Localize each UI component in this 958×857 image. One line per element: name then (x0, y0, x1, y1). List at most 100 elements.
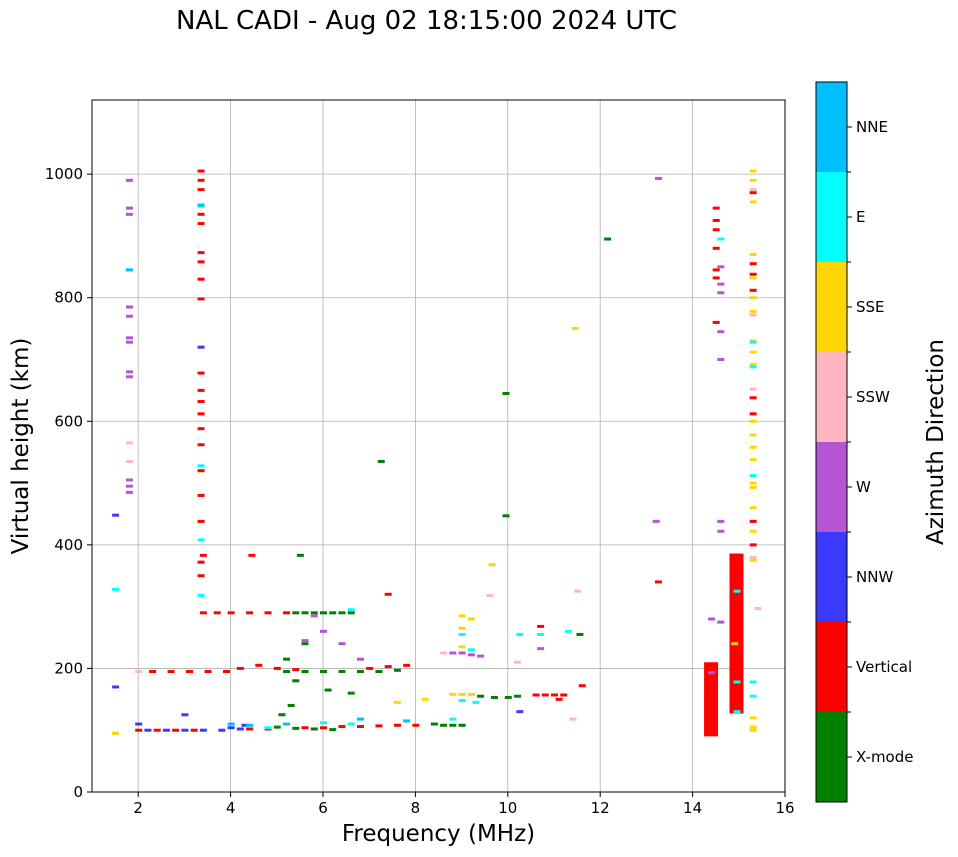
data-point (477, 654, 485, 658)
colorbar-segment (816, 352, 847, 442)
x-tick-label: 6 (318, 799, 328, 817)
data-point (749, 262, 757, 266)
data-point (227, 611, 235, 615)
data-point (197, 519, 205, 523)
data-point (310, 611, 318, 615)
data-point (749, 188, 757, 192)
data-point (273, 666, 281, 670)
data-point (246, 727, 254, 731)
data-point (197, 203, 205, 207)
colorbar-segment (816, 262, 847, 352)
data-point (356, 657, 364, 661)
data-point (733, 680, 741, 684)
data-point (227, 722, 235, 726)
data-point (197, 594, 205, 598)
data-point (749, 350, 757, 354)
data-point (338, 725, 346, 729)
data-point (125, 478, 133, 482)
data-point (320, 670, 327, 674)
data-point (717, 282, 725, 286)
data-point (347, 691, 355, 695)
data-point (393, 723, 401, 727)
data-point (324, 688, 332, 692)
data-point (264, 611, 272, 615)
data-point (283, 670, 291, 674)
data-point (488, 563, 496, 567)
data-point (283, 722, 291, 726)
data-point (241, 723, 249, 727)
data-point (514, 660, 522, 664)
data-point (749, 419, 757, 423)
data-point (149, 670, 157, 674)
data-point (467, 653, 475, 657)
data-point (749, 519, 757, 523)
y-tick-label: 400 (54, 536, 83, 554)
x-tick-label: 12 (591, 799, 610, 817)
data-point (197, 560, 205, 564)
data-point (393, 668, 401, 672)
chart-title: NAL CADI - Aug 02 18:15:00 2024 UTC (176, 6, 677, 36)
data-point (749, 387, 757, 391)
data-point (197, 538, 205, 542)
data-point (125, 459, 133, 463)
data-point (749, 365, 757, 369)
data-point (190, 728, 198, 732)
data-point (320, 721, 327, 725)
data-point (197, 277, 205, 281)
colorbar-label: SSE (856, 298, 885, 316)
data-point (749, 543, 757, 547)
data-point (749, 694, 757, 698)
data-point (197, 388, 205, 392)
data-point (717, 620, 725, 624)
data-point (749, 340, 757, 344)
data-point (749, 362, 757, 366)
data-point (366, 666, 374, 670)
data-point (222, 670, 230, 674)
data-point (356, 670, 364, 674)
data-point (749, 288, 757, 292)
data-point (197, 260, 205, 264)
data-point (458, 614, 466, 618)
data-point (181, 728, 189, 732)
data-point (458, 645, 466, 649)
data-point (749, 716, 757, 720)
data-point (754, 606, 762, 610)
data-point (532, 693, 540, 697)
data-point (654, 580, 662, 584)
data-point (708, 671, 716, 675)
data-point (749, 725, 757, 729)
colorbar-segment (816, 172, 847, 262)
data-point (162, 728, 170, 732)
data-point (504, 695, 512, 699)
data-point (283, 657, 291, 661)
data-point (264, 726, 272, 730)
data-point (199, 611, 207, 615)
data-point (125, 206, 133, 210)
data-point (112, 731, 120, 735)
data-point (749, 485, 757, 489)
data-point (472, 700, 480, 704)
data-point (467, 617, 475, 621)
data-point (467, 648, 475, 652)
colorbar-label: Vertical (856, 658, 912, 676)
data-point (125, 268, 133, 272)
x-tick-label: 4 (226, 799, 236, 817)
y-tick-label: 800 (54, 289, 83, 307)
data-point (551, 693, 558, 697)
data-point (197, 443, 205, 447)
data-point (181, 713, 189, 717)
data-point (296, 553, 304, 557)
data-point (197, 188, 205, 192)
data-point (717, 265, 725, 269)
data-point (338, 611, 346, 615)
data-point (197, 251, 205, 255)
data-point (301, 726, 309, 730)
data-point (125, 340, 133, 344)
data-point (749, 529, 757, 533)
x-tick-label: 2 (133, 799, 143, 817)
x-axis-label: Frequency (MHz) (342, 821, 535, 847)
data-point (338, 670, 346, 674)
data-point (347, 611, 355, 615)
data-point (717, 529, 725, 533)
data-point (733, 589, 741, 593)
